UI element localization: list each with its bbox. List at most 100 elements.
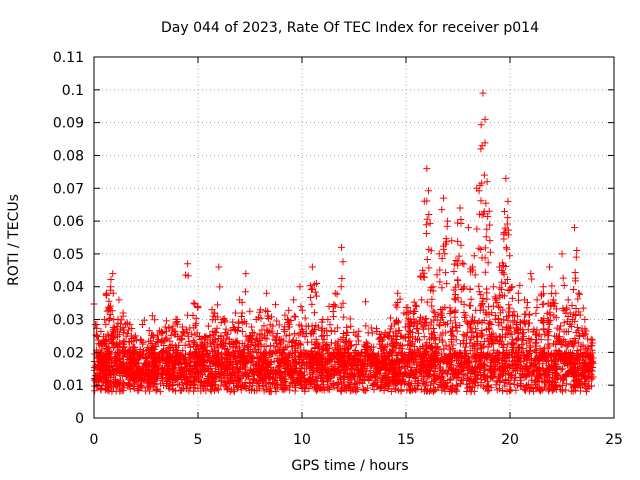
data-point <box>323 342 331 350</box>
data-point <box>141 354 149 362</box>
data-point <box>560 328 568 336</box>
data-point <box>574 381 582 389</box>
data-point <box>104 386 112 394</box>
data-point <box>428 343 436 351</box>
data-point <box>458 353 466 361</box>
data-point <box>131 350 139 358</box>
data-point <box>248 355 256 363</box>
data-point <box>208 373 216 381</box>
data-point <box>477 378 485 386</box>
data-point <box>488 309 496 317</box>
data-point <box>324 315 332 323</box>
data-point <box>459 284 467 292</box>
y-axis-label: ROTI / TECUs <box>6 194 22 286</box>
data-point <box>527 376 535 384</box>
data-point <box>165 343 173 351</box>
data-point <box>422 221 430 229</box>
data-point <box>189 337 197 345</box>
data-point <box>245 343 253 351</box>
data-point <box>525 369 533 377</box>
data-point <box>563 304 571 312</box>
data-point <box>352 387 360 395</box>
data-point <box>508 294 516 302</box>
data-point-peak <box>504 197 512 205</box>
data-point <box>345 353 353 361</box>
data-point <box>313 367 321 375</box>
data-point <box>482 233 490 241</box>
data-point <box>423 215 431 223</box>
data-point <box>408 355 416 363</box>
data-point <box>478 179 486 187</box>
data-point <box>550 351 558 359</box>
data-point <box>270 381 278 389</box>
data-point <box>471 358 479 366</box>
data-point <box>218 340 226 348</box>
data-point <box>460 260 468 268</box>
data-point <box>483 383 491 391</box>
data-point <box>165 383 173 391</box>
data-point-peak <box>269 322 277 330</box>
data-point <box>506 379 514 387</box>
data-point <box>409 333 417 341</box>
data-point <box>206 386 214 394</box>
data-point <box>299 359 307 367</box>
data-point <box>172 342 180 350</box>
data-point <box>560 281 568 289</box>
data-point <box>234 327 242 335</box>
data-point <box>431 309 439 317</box>
data-point <box>354 377 362 385</box>
data-point <box>526 310 534 318</box>
data-point <box>257 349 265 357</box>
data-point <box>262 385 270 393</box>
data-point <box>265 314 273 322</box>
data-point <box>533 377 541 385</box>
data-point <box>117 316 125 324</box>
data-point <box>110 326 118 334</box>
data-point <box>230 386 238 394</box>
data-point <box>185 340 193 348</box>
data-point <box>330 371 338 379</box>
data-point <box>573 350 581 358</box>
data-point <box>567 348 575 356</box>
data-point <box>341 359 349 367</box>
data-point <box>162 317 170 325</box>
data-point <box>581 325 589 333</box>
data-point <box>370 380 378 388</box>
data-point <box>131 361 139 369</box>
data-point <box>276 373 284 381</box>
data-point <box>413 335 421 343</box>
data-point <box>572 364 580 372</box>
data-point <box>457 376 465 384</box>
data-point <box>311 288 319 296</box>
data-point <box>357 373 365 381</box>
data-point <box>489 302 497 310</box>
data-point <box>298 385 306 393</box>
data-point <box>446 304 454 312</box>
data-point <box>562 380 570 388</box>
data-point <box>450 373 458 381</box>
data-point <box>426 335 434 343</box>
data-point <box>137 373 145 381</box>
data-point <box>496 377 504 385</box>
data-point <box>275 362 283 370</box>
data-point <box>151 373 159 381</box>
data-point <box>490 346 498 354</box>
y-tick-label: 0.11 <box>53 50 84 66</box>
data-point <box>560 319 568 327</box>
data-point <box>327 355 335 363</box>
data-point-peak <box>169 322 177 330</box>
data-point <box>492 311 500 319</box>
data-point <box>382 382 390 390</box>
data-point <box>461 332 469 340</box>
data-point <box>440 245 448 253</box>
data-point <box>429 388 437 396</box>
data-point <box>420 361 428 369</box>
data-point <box>504 369 512 377</box>
data-point <box>387 325 395 333</box>
data-point-peak <box>356 355 364 363</box>
data-point <box>504 214 512 222</box>
data-point <box>576 332 584 340</box>
data-point <box>242 382 250 390</box>
data-point <box>585 364 593 372</box>
data-point <box>209 338 217 346</box>
